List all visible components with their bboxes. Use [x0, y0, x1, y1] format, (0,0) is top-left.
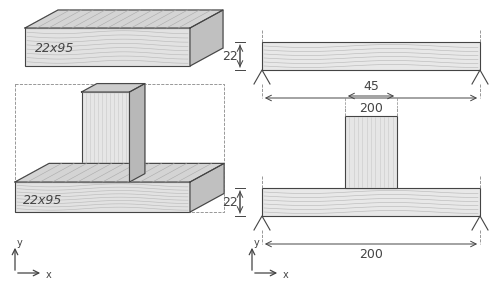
Text: 200: 200 — [359, 248, 383, 260]
Polygon shape — [130, 84, 145, 182]
Polygon shape — [15, 163, 224, 182]
Bar — [262, 188, 480, 216]
Text: 22: 22 — [222, 49, 238, 63]
Polygon shape — [190, 163, 224, 212]
Text: 22x95: 22x95 — [35, 42, 74, 55]
Text: x: x — [283, 270, 289, 280]
Text: 22: 22 — [222, 195, 238, 209]
Polygon shape — [25, 10, 223, 28]
Text: 200: 200 — [359, 102, 383, 114]
Bar — [82, 92, 130, 182]
Bar — [262, 42, 480, 70]
Bar — [25, 28, 190, 66]
Bar — [15, 182, 190, 212]
Text: y: y — [17, 238, 23, 248]
Polygon shape — [190, 10, 223, 66]
Text: 45: 45 — [363, 80, 379, 92]
Text: x: x — [46, 270, 52, 280]
Text: y: y — [254, 238, 260, 248]
Text: 22x95: 22x95 — [23, 194, 62, 207]
Bar — [345, 116, 397, 188]
Polygon shape — [82, 84, 145, 92]
